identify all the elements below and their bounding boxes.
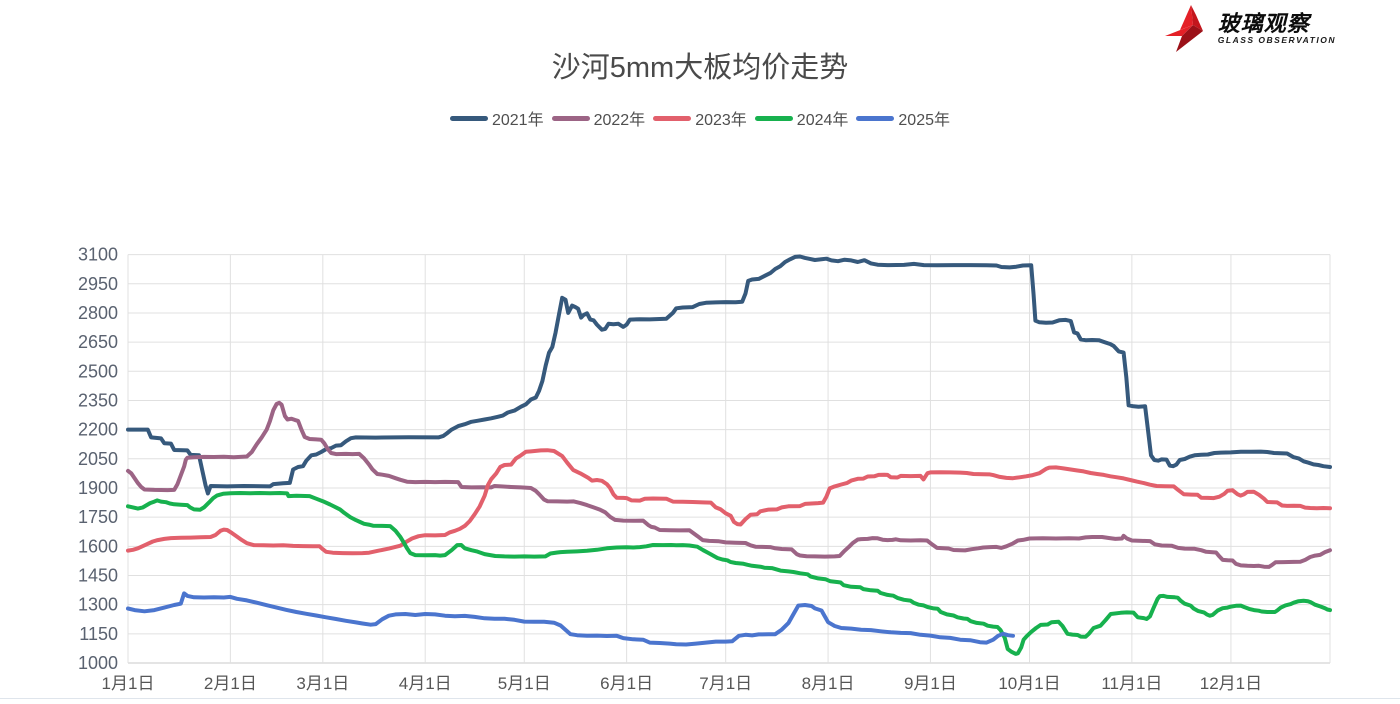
y-axis-label-1150: 1150 bbox=[79, 624, 118, 644]
y-axis-label-2200: 2200 bbox=[78, 420, 118, 440]
legend-item-2022年[interactable]: 2022年 bbox=[551, 106, 646, 130]
chart-title: 沙河5mm大板均价走势 bbox=[551, 52, 849, 84]
legend-marker-icon bbox=[551, 115, 590, 121]
y-axis-label-2500: 2500 bbox=[78, 361, 118, 381]
legend-label: 2022年 bbox=[593, 112, 646, 129]
x-axis-label-4月1日: 4月1日 bbox=[399, 674, 452, 693]
legend-item-2024年[interactable]: 2024年 bbox=[754, 106, 849, 130]
y-axis-label-2350: 2350 bbox=[78, 390, 118, 410]
legend-label: 2025年 bbox=[898, 112, 951, 129]
y-axis-label-2950: 2950 bbox=[78, 274, 118, 294]
logo-text: 玻璃观察 GLASS OBSERVATION bbox=[1218, 12, 1336, 46]
x-axis-label-5月1日: 5月1日 bbox=[498, 674, 551, 693]
series-line-2022年 bbox=[126, 400, 1332, 569]
legend-label: 2021年 bbox=[491, 112, 544, 129]
legend-marker-icon bbox=[856, 115, 895, 121]
y-axis-label-1900: 1900 bbox=[78, 478, 118, 498]
legend-item-2023年[interactable]: 2023年 bbox=[653, 106, 747, 130]
y-axis-label-1450: 1450 bbox=[78, 565, 118, 585]
y-axis-label-1750: 1750 bbox=[78, 507, 118, 527]
y-axis-label-1000: 1000 bbox=[78, 653, 118, 673]
x-axis-label-11月1日: 11月1日 bbox=[1101, 674, 1162, 693]
series-line-2021年 bbox=[126, 254, 1332, 496]
logo-mark-icon bbox=[1164, 5, 1203, 52]
legend-item-2025年[interactable]: 2025年 bbox=[856, 106, 950, 130]
y-axis-label-2800: 2800 bbox=[78, 303, 118, 323]
y-axis-label-3100: 3100 bbox=[78, 245, 118, 265]
legend-marker-icon bbox=[653, 115, 692, 121]
series-line-2025年 bbox=[126, 591, 1015, 647]
x-axis-label-3月1日: 3月1日 bbox=[296, 674, 349, 693]
x-axis-label-6月1日: 6月1日 bbox=[600, 674, 653, 693]
x-axis-label-7月1日: 7月1日 bbox=[699, 674, 752, 693]
x-axis-label-12月1日: 12月1日 bbox=[1200, 674, 1262, 693]
y-axis-label-2650: 2650 bbox=[78, 332, 118, 352]
series-line-2024年 bbox=[126, 491, 1332, 656]
legend-marker-icon bbox=[449, 115, 488, 121]
x-axis-label-10月1日: 10月1日 bbox=[998, 674, 1060, 693]
legend: 2021年 2022年 2023年 2024年 2025年 bbox=[0, 106, 1400, 130]
y-axis-label-1600: 1600 bbox=[78, 536, 118, 556]
x-axis-label-2月1日: 2月1日 bbox=[204, 674, 257, 693]
logo: 玻璃观察 GLASS OBSERVATION bbox=[1163, 5, 1336, 53]
legend-item-2021年[interactable]: 2021年 bbox=[449, 106, 544, 130]
x-axis-label-8月1日: 8月1日 bbox=[802, 674, 855, 693]
x-axis-label-1月1日: 1月1日 bbox=[102, 674, 155, 693]
legend-marker-icon bbox=[754, 115, 793, 121]
series-line-2023年 bbox=[126, 448, 1332, 556]
y-axis-label-1300: 1300 bbox=[78, 595, 118, 615]
logo-title: 玻璃观察 bbox=[1217, 11, 1310, 36]
y-axis-label-2050: 2050 bbox=[78, 449, 118, 469]
legend-label: 2024年 bbox=[796, 112, 849, 129]
logo-subtitle: GLASS OBSERVATION bbox=[1217, 35, 1336, 45]
x-axis-label-9月1日: 9月1日 bbox=[904, 674, 957, 693]
page-bottom-divider bbox=[0, 698, 1400, 699]
legend-label: 2023年 bbox=[695, 112, 747, 129]
